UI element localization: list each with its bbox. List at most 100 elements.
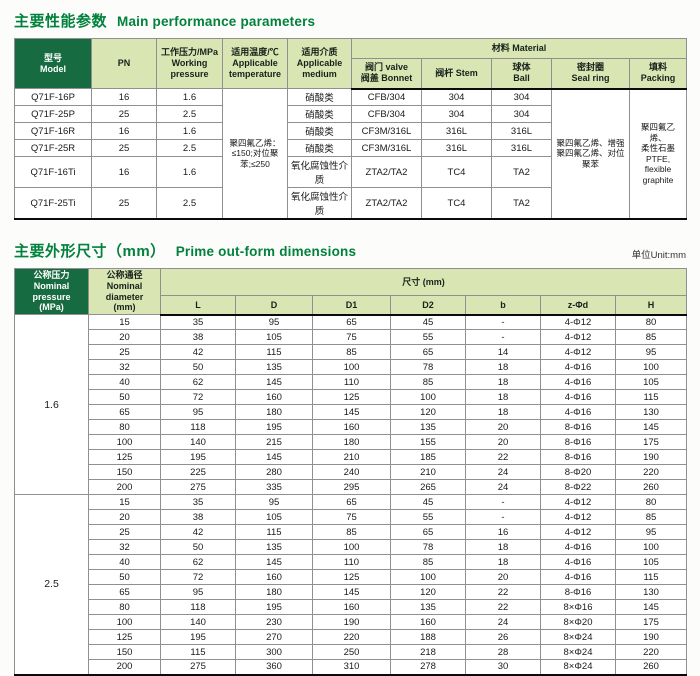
- cell-L: 95: [160, 584, 236, 601]
- cell-H: 100: [614, 539, 688, 556]
- cell-H: 145: [614, 599, 688, 616]
- cell-H: 190: [614, 449, 688, 466]
- cell-D1: 85: [312, 524, 391, 541]
- cell-L: 62: [160, 374, 236, 391]
- cell-pn: 16: [91, 88, 157, 106]
- cell-D: 115: [235, 344, 313, 361]
- cell-dn: 25: [88, 344, 161, 361]
- cell-z-phi-d: 8×Φ20: [540, 614, 616, 631]
- cell-D1: 110: [312, 374, 391, 391]
- cell-z-phi-d: 8×Φ24: [540, 659, 616, 676]
- cell-b: 24: [465, 479, 541, 496]
- cell-H: 260: [614, 659, 688, 676]
- cell-D2: 218: [390, 644, 466, 661]
- cell-z-phi-d: 4-Φ16: [540, 539, 616, 556]
- perf-header-ball: 球体 Ball: [491, 58, 552, 90]
- cell-L: 118: [160, 419, 236, 436]
- cell-L: 42: [160, 524, 236, 541]
- cell-b: 14: [465, 344, 541, 361]
- perf-header-stem: 阀杆 Stem: [421, 58, 492, 90]
- dim-section-title: 主要外形尺寸（mm） Prime out-form dimensions 单位U…: [14, 240, 686, 261]
- cell-applicable-medium: 硝酸类: [287, 139, 352, 157]
- dim-row: 125 195 270 220 188 26 8×Φ24 190: [15, 629, 688, 646]
- cell-dn: 15: [88, 314, 161, 331]
- dim-row: 25 42 115 85 65 16 4-Φ12 95: [15, 524, 688, 541]
- cell-z-phi-d: 8-Φ22: [540, 479, 616, 496]
- cell-D1: 100: [312, 359, 391, 376]
- cell-b: 30: [465, 659, 541, 676]
- dim-row: 25 42 115 85 65 14 4-Φ12 95: [15, 344, 688, 361]
- cell-ball-material: 316L: [491, 122, 552, 140]
- cell-D2: 45: [390, 494, 466, 511]
- cell-bonnet-material: CF3M/316L: [351, 139, 422, 157]
- cell-D: 145: [235, 374, 313, 391]
- cell-D2: 135: [390, 599, 466, 616]
- cell-D1: 65: [312, 314, 391, 331]
- cell-D2: 65: [390, 344, 466, 361]
- performance-table: 型号 Model PN 工作压力/MPa Working pressure 适用…: [14, 38, 688, 220]
- dim-row: 40 62 145 110 85 18 4-Φ16 105: [15, 374, 688, 391]
- perf-header-material: 材料 Material: [350, 38, 688, 59]
- cell-D: 195: [235, 419, 313, 436]
- cell-b: 22: [465, 584, 541, 601]
- performance-table-header: 型号 Model PN 工作压力/MPa Working pressure 适用…: [14, 38, 688, 90]
- cell-pn: 25: [91, 139, 157, 157]
- cell-b: -: [465, 314, 541, 331]
- cell-dn: 200: [88, 479, 161, 496]
- perf-header-pressure: 工作压力/MPa Working pressure: [156, 38, 223, 89]
- cell-D: 145: [235, 449, 313, 466]
- dim-row: 80 118 195 160 135 22 8×Φ16 145: [15, 599, 688, 616]
- cell-D2: 85: [390, 554, 466, 571]
- cell-D: 215: [235, 434, 313, 451]
- cell-H: 175: [614, 614, 688, 631]
- dim-header-D2: D2: [390, 295, 466, 316]
- cell-stem-material: 316L: [421, 139, 492, 157]
- cell-dn: 32: [88, 539, 161, 556]
- dim-row: 50 72 160 125 100 18 4-Φ16 115: [15, 389, 688, 406]
- cell-b: 22: [465, 449, 541, 466]
- dim-row: 125 195 145 210 185 22 8-Φ16 190: [15, 449, 688, 466]
- cell-D: 135: [235, 359, 313, 376]
- cell-applicable-medium: 硝酸类: [287, 105, 352, 123]
- cell-D: 95: [235, 314, 313, 331]
- cell-working-pressure: 1.6: [156, 156, 223, 188]
- dim-title-zh: 主要外形尺寸（mm）: [14, 243, 166, 260]
- cell-D: 180: [235, 584, 313, 601]
- cell-z-phi-d: 8-Φ20: [540, 464, 616, 481]
- cell-dn: 40: [88, 374, 161, 391]
- cell-D: 360: [235, 659, 313, 676]
- cell-applicable-temperature: 聚四氟乙烯：≤150;对位聚苯;≤250: [222, 88, 288, 220]
- cell-bonnet-material: CFB/304: [351, 105, 422, 123]
- cell-z-phi-d: 8×Φ24: [540, 644, 616, 661]
- dim-row: 50 72 160 125 100 20 4-Φ16 115: [15, 569, 688, 586]
- cell-D1: 85: [312, 344, 391, 361]
- cell-D1: 160: [312, 419, 391, 436]
- cell-D1: 210: [312, 449, 391, 466]
- dimensions-table: 公称压力 Nominal pressure (MPa) 公称通径 Nominal…: [14, 267, 688, 676]
- cell-D: 270: [235, 629, 313, 646]
- perf-title-en: Main performance parameters: [117, 14, 316, 29]
- cell-z-phi-d: 4-Φ16: [540, 374, 616, 391]
- perf-header-model: 型号 Model: [14, 38, 92, 89]
- cell-D1: 250: [312, 644, 391, 661]
- cell-L: 50: [160, 539, 236, 556]
- dim-header-pressure: 公称压力 Nominal pressure (MPa): [14, 267, 89, 316]
- cell-D2: 160: [390, 614, 466, 631]
- cell-D2: 135: [390, 419, 466, 436]
- cell-D1: 110: [312, 554, 391, 571]
- dim-row: 100 140 230 190 160 24 8×Φ20 175: [15, 614, 688, 631]
- cell-D: 300: [235, 644, 313, 661]
- cell-bonnet-material: ZTA2/TA2: [351, 156, 422, 188]
- dim-row: 100 140 215 180 155 20 8-Φ16 175: [15, 434, 688, 451]
- cell-z-phi-d: 4-Φ16: [540, 404, 616, 421]
- cell-b: 20: [465, 569, 541, 586]
- cell-H: 220: [614, 464, 688, 481]
- cell-H: 190: [614, 629, 688, 646]
- cell-b: -: [465, 494, 541, 511]
- cell-D2: 155: [390, 434, 466, 451]
- cell-D2: 100: [390, 569, 466, 586]
- cell-stem-material: TC4: [421, 187, 492, 220]
- perf-title-zh: 主要性能参数: [14, 13, 108, 30]
- cell-D: 160: [235, 569, 313, 586]
- cell-D: 115: [235, 524, 313, 541]
